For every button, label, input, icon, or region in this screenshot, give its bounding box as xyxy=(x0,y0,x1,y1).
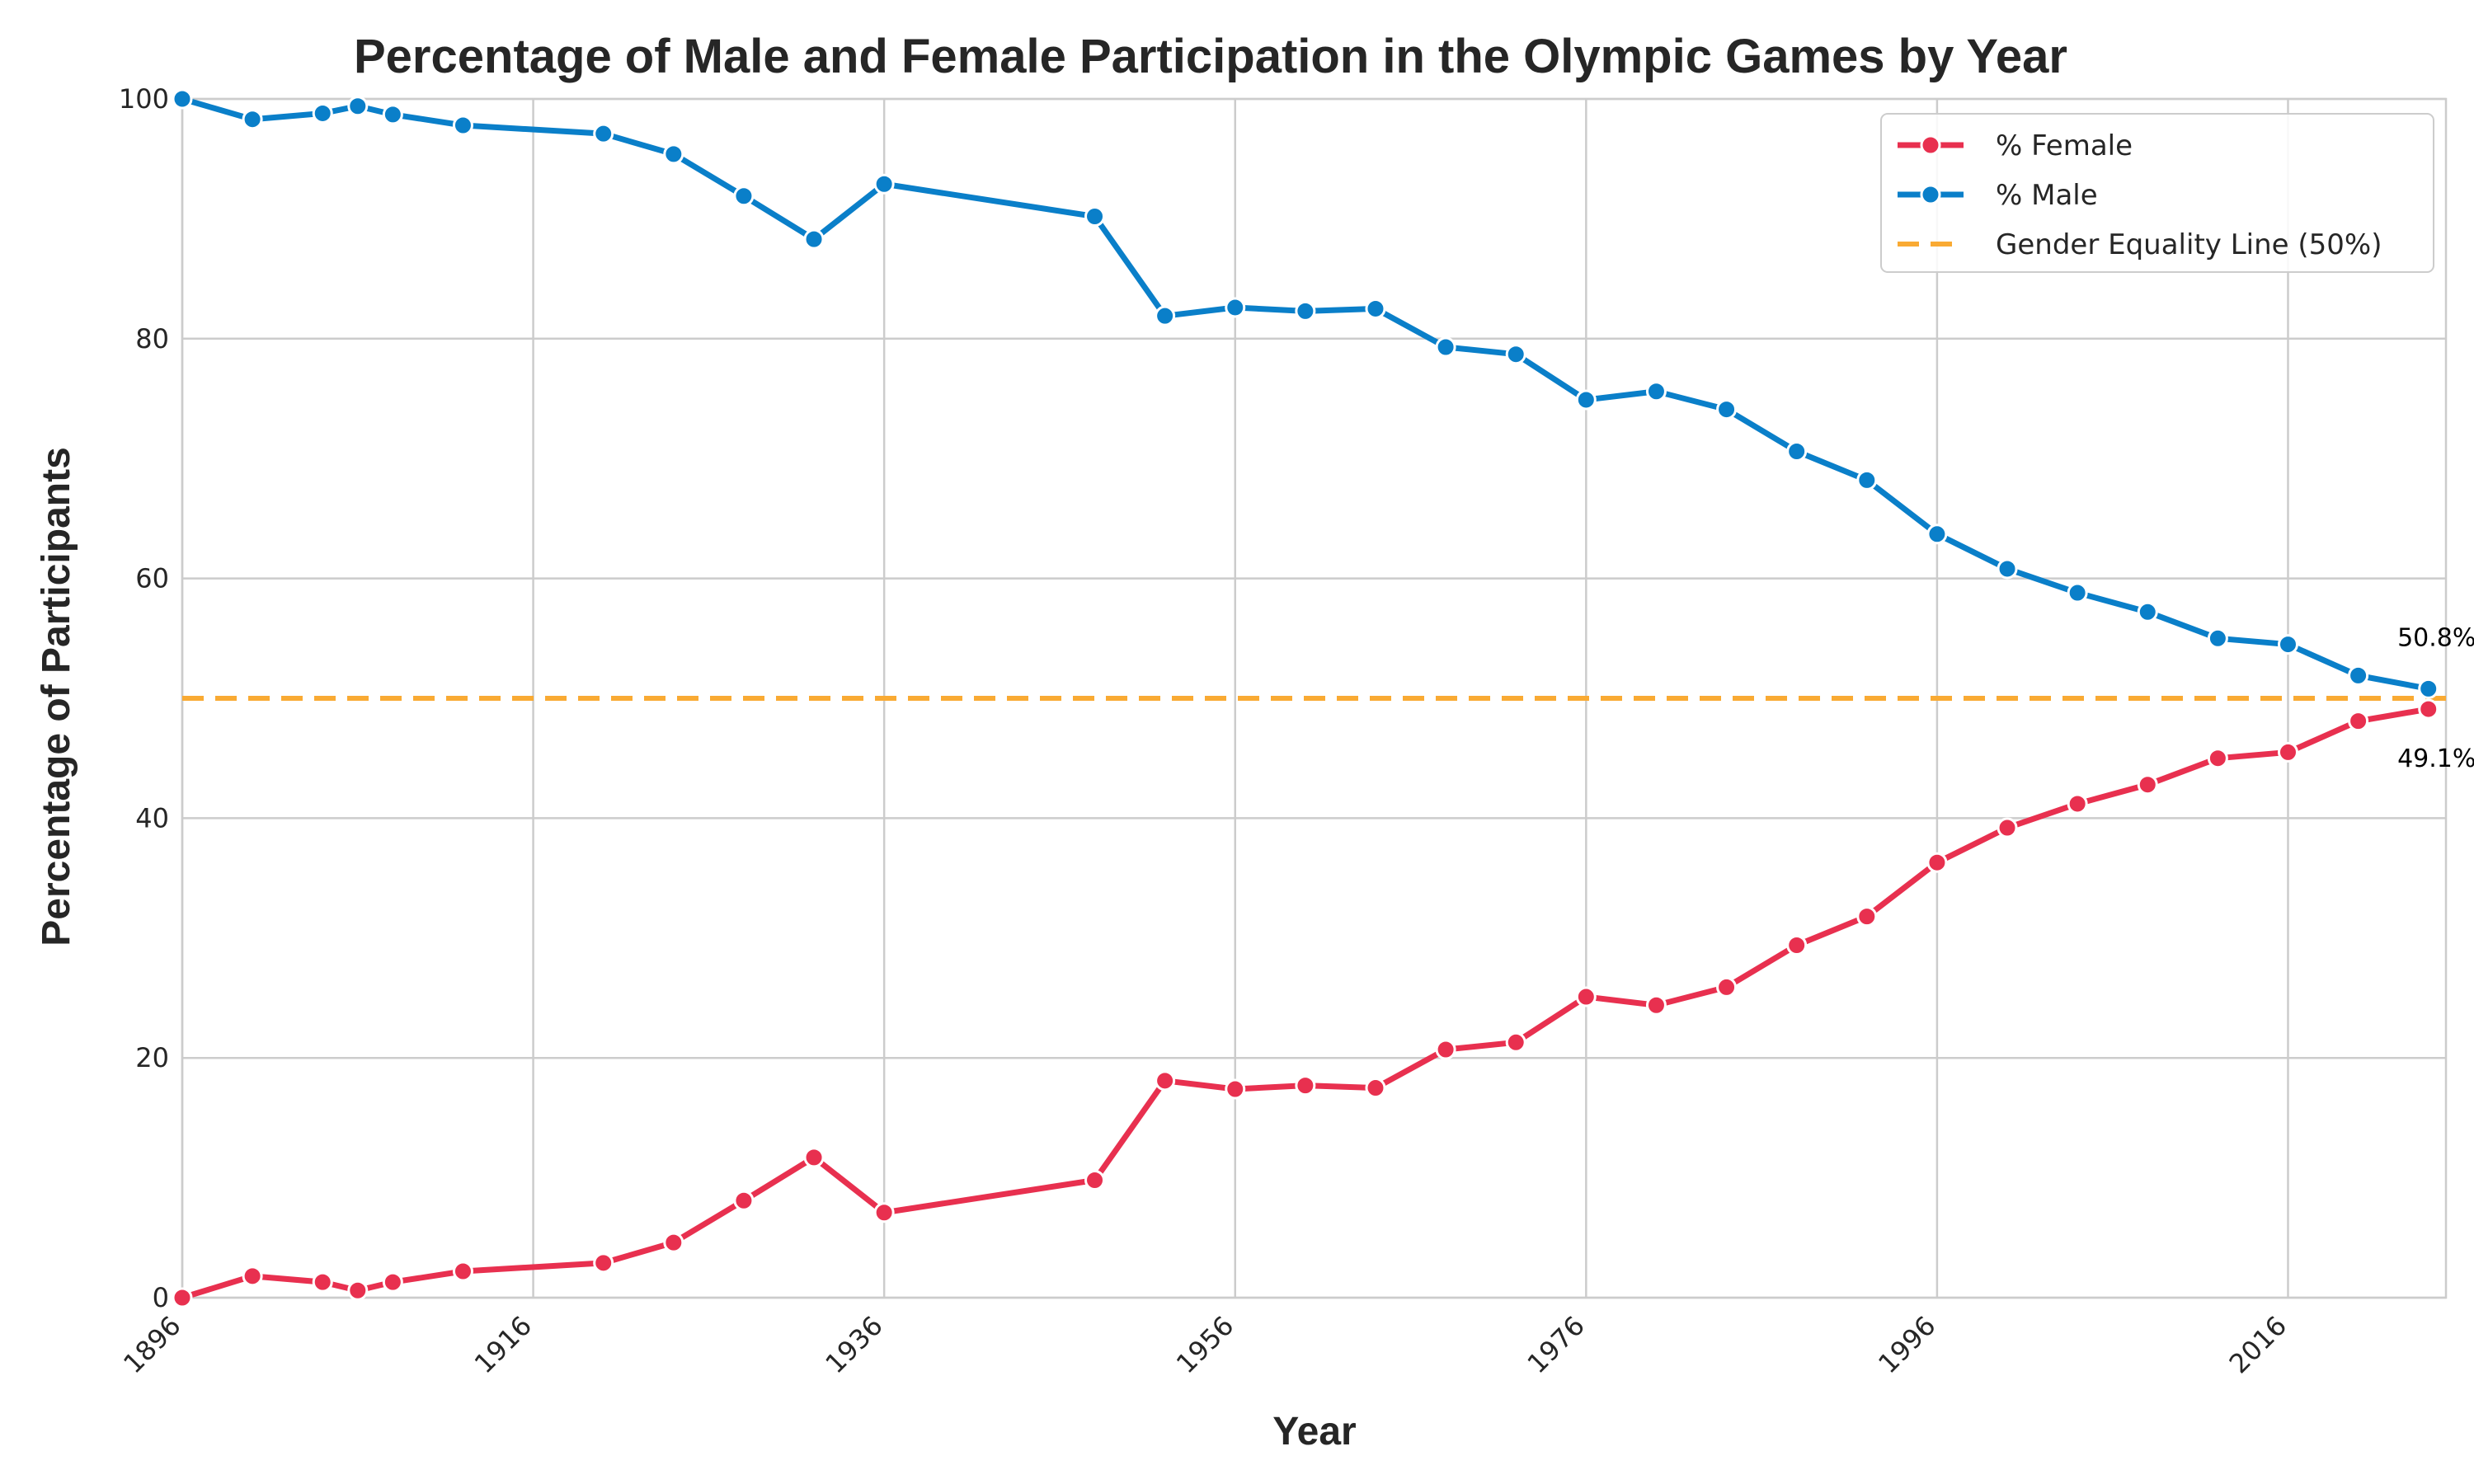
data-point-male xyxy=(663,143,684,165)
data-point-male xyxy=(2067,582,2088,603)
y-tick-label: 20 xyxy=(135,1042,169,1073)
data-point-female xyxy=(873,1202,895,1223)
data-point-female xyxy=(1435,1039,1456,1060)
data-point-male xyxy=(2277,634,2298,655)
data-point-female xyxy=(1856,906,1878,928)
data-label: 50.8% xyxy=(2397,623,2474,652)
data-point-male xyxy=(1645,381,1667,402)
data-point-female xyxy=(1997,817,2018,838)
legend-item: % Male xyxy=(1898,179,2098,212)
data-point-male xyxy=(1155,305,1176,326)
data-point-female xyxy=(382,1271,403,1293)
y-tick-label: 80 xyxy=(135,323,169,355)
data-point-male xyxy=(452,115,473,136)
legend-swatch-marker xyxy=(1920,184,1941,205)
data-point-female xyxy=(1295,1075,1316,1097)
data-point-male xyxy=(1435,336,1456,358)
y-tick-label: 100 xyxy=(119,83,169,115)
data-point-female xyxy=(172,1287,193,1308)
data-point-female xyxy=(347,1280,369,1301)
legend-item: % Female xyxy=(1898,129,2133,162)
data-point-male xyxy=(593,123,614,144)
y-tick-label: 40 xyxy=(135,802,169,834)
data-point-female xyxy=(2067,793,2088,815)
data-point-female xyxy=(2348,711,2369,732)
chart-title: Percentage of Male and Female Participat… xyxy=(354,30,2067,83)
series-female xyxy=(172,698,2439,1308)
data-point-male xyxy=(1926,524,1948,545)
data-point-female xyxy=(1645,994,1667,1016)
data-point-female xyxy=(2277,741,2298,763)
legend-label: Gender Equality Line (50%) xyxy=(1996,228,2382,261)
data-point-female xyxy=(1225,1078,1246,1100)
data-point-female xyxy=(733,1190,755,1211)
data-point-male xyxy=(242,109,263,130)
data-point-female xyxy=(1716,976,1738,998)
y-axis-label: Percentage of Participants xyxy=(35,447,78,946)
legend-label: % Female xyxy=(1996,129,2133,162)
data-point-male xyxy=(347,96,369,117)
series-male xyxy=(172,88,2439,699)
x-axis-label: Year xyxy=(1272,1410,1356,1453)
data-point-male xyxy=(1997,558,2018,580)
data-point-female xyxy=(663,1232,684,1253)
data-point-female xyxy=(452,1261,473,1282)
data-point-male xyxy=(1225,297,1246,318)
legend-item: Gender Equality Line (50%) xyxy=(1898,228,2382,261)
data-point-male xyxy=(2137,601,2158,622)
legend-swatch-marker xyxy=(1920,134,1941,156)
data-point-male xyxy=(1295,300,1316,322)
data-point-female xyxy=(1926,852,1948,873)
data-point-male xyxy=(1575,389,1597,411)
legend-box xyxy=(1880,113,2434,273)
y-tick-label: 60 xyxy=(135,563,169,594)
data-point-male xyxy=(2207,627,2228,649)
data-point-male xyxy=(172,88,193,110)
data-point-female xyxy=(803,1147,825,1168)
data-point-female xyxy=(2137,774,2158,796)
data-point-female xyxy=(242,1266,263,1287)
data-point-female xyxy=(2418,698,2439,720)
data-point-male xyxy=(382,104,403,125)
data-point-female xyxy=(1084,1170,1106,1191)
data-label: 49.1% xyxy=(2397,744,2474,773)
data-point-male xyxy=(312,102,333,124)
data-point-female xyxy=(1365,1078,1386,1099)
data-point-male xyxy=(873,173,895,195)
data-point-female xyxy=(2207,748,2228,769)
data-point-female xyxy=(593,1252,614,1274)
legend: % Female % Male Gender Equality Line (50%) xyxy=(1880,113,2434,273)
legend-label: % Male xyxy=(1996,179,2098,212)
data-point-female xyxy=(1155,1070,1176,1092)
data-point-male xyxy=(1505,344,1526,365)
data-point-male xyxy=(803,228,825,250)
data-point-female xyxy=(1786,935,1808,956)
data-point-male xyxy=(2348,665,2369,686)
y-tick-label: 0 xyxy=(153,1282,169,1313)
data-point-male xyxy=(1084,205,1106,227)
data-point-male xyxy=(733,186,755,207)
data-point-male xyxy=(2418,678,2439,699)
series-layer xyxy=(172,88,2439,1308)
data-point-female xyxy=(312,1271,333,1293)
data-point-male xyxy=(1856,469,1878,491)
data-point-male xyxy=(1365,298,1386,319)
data-point-male xyxy=(1716,399,1738,420)
data-point-male xyxy=(1786,440,1808,462)
annotations: 50.8% 49.1% xyxy=(2397,623,2474,773)
data-point-female xyxy=(1575,986,1597,1007)
data-point-female xyxy=(1505,1031,1526,1053)
